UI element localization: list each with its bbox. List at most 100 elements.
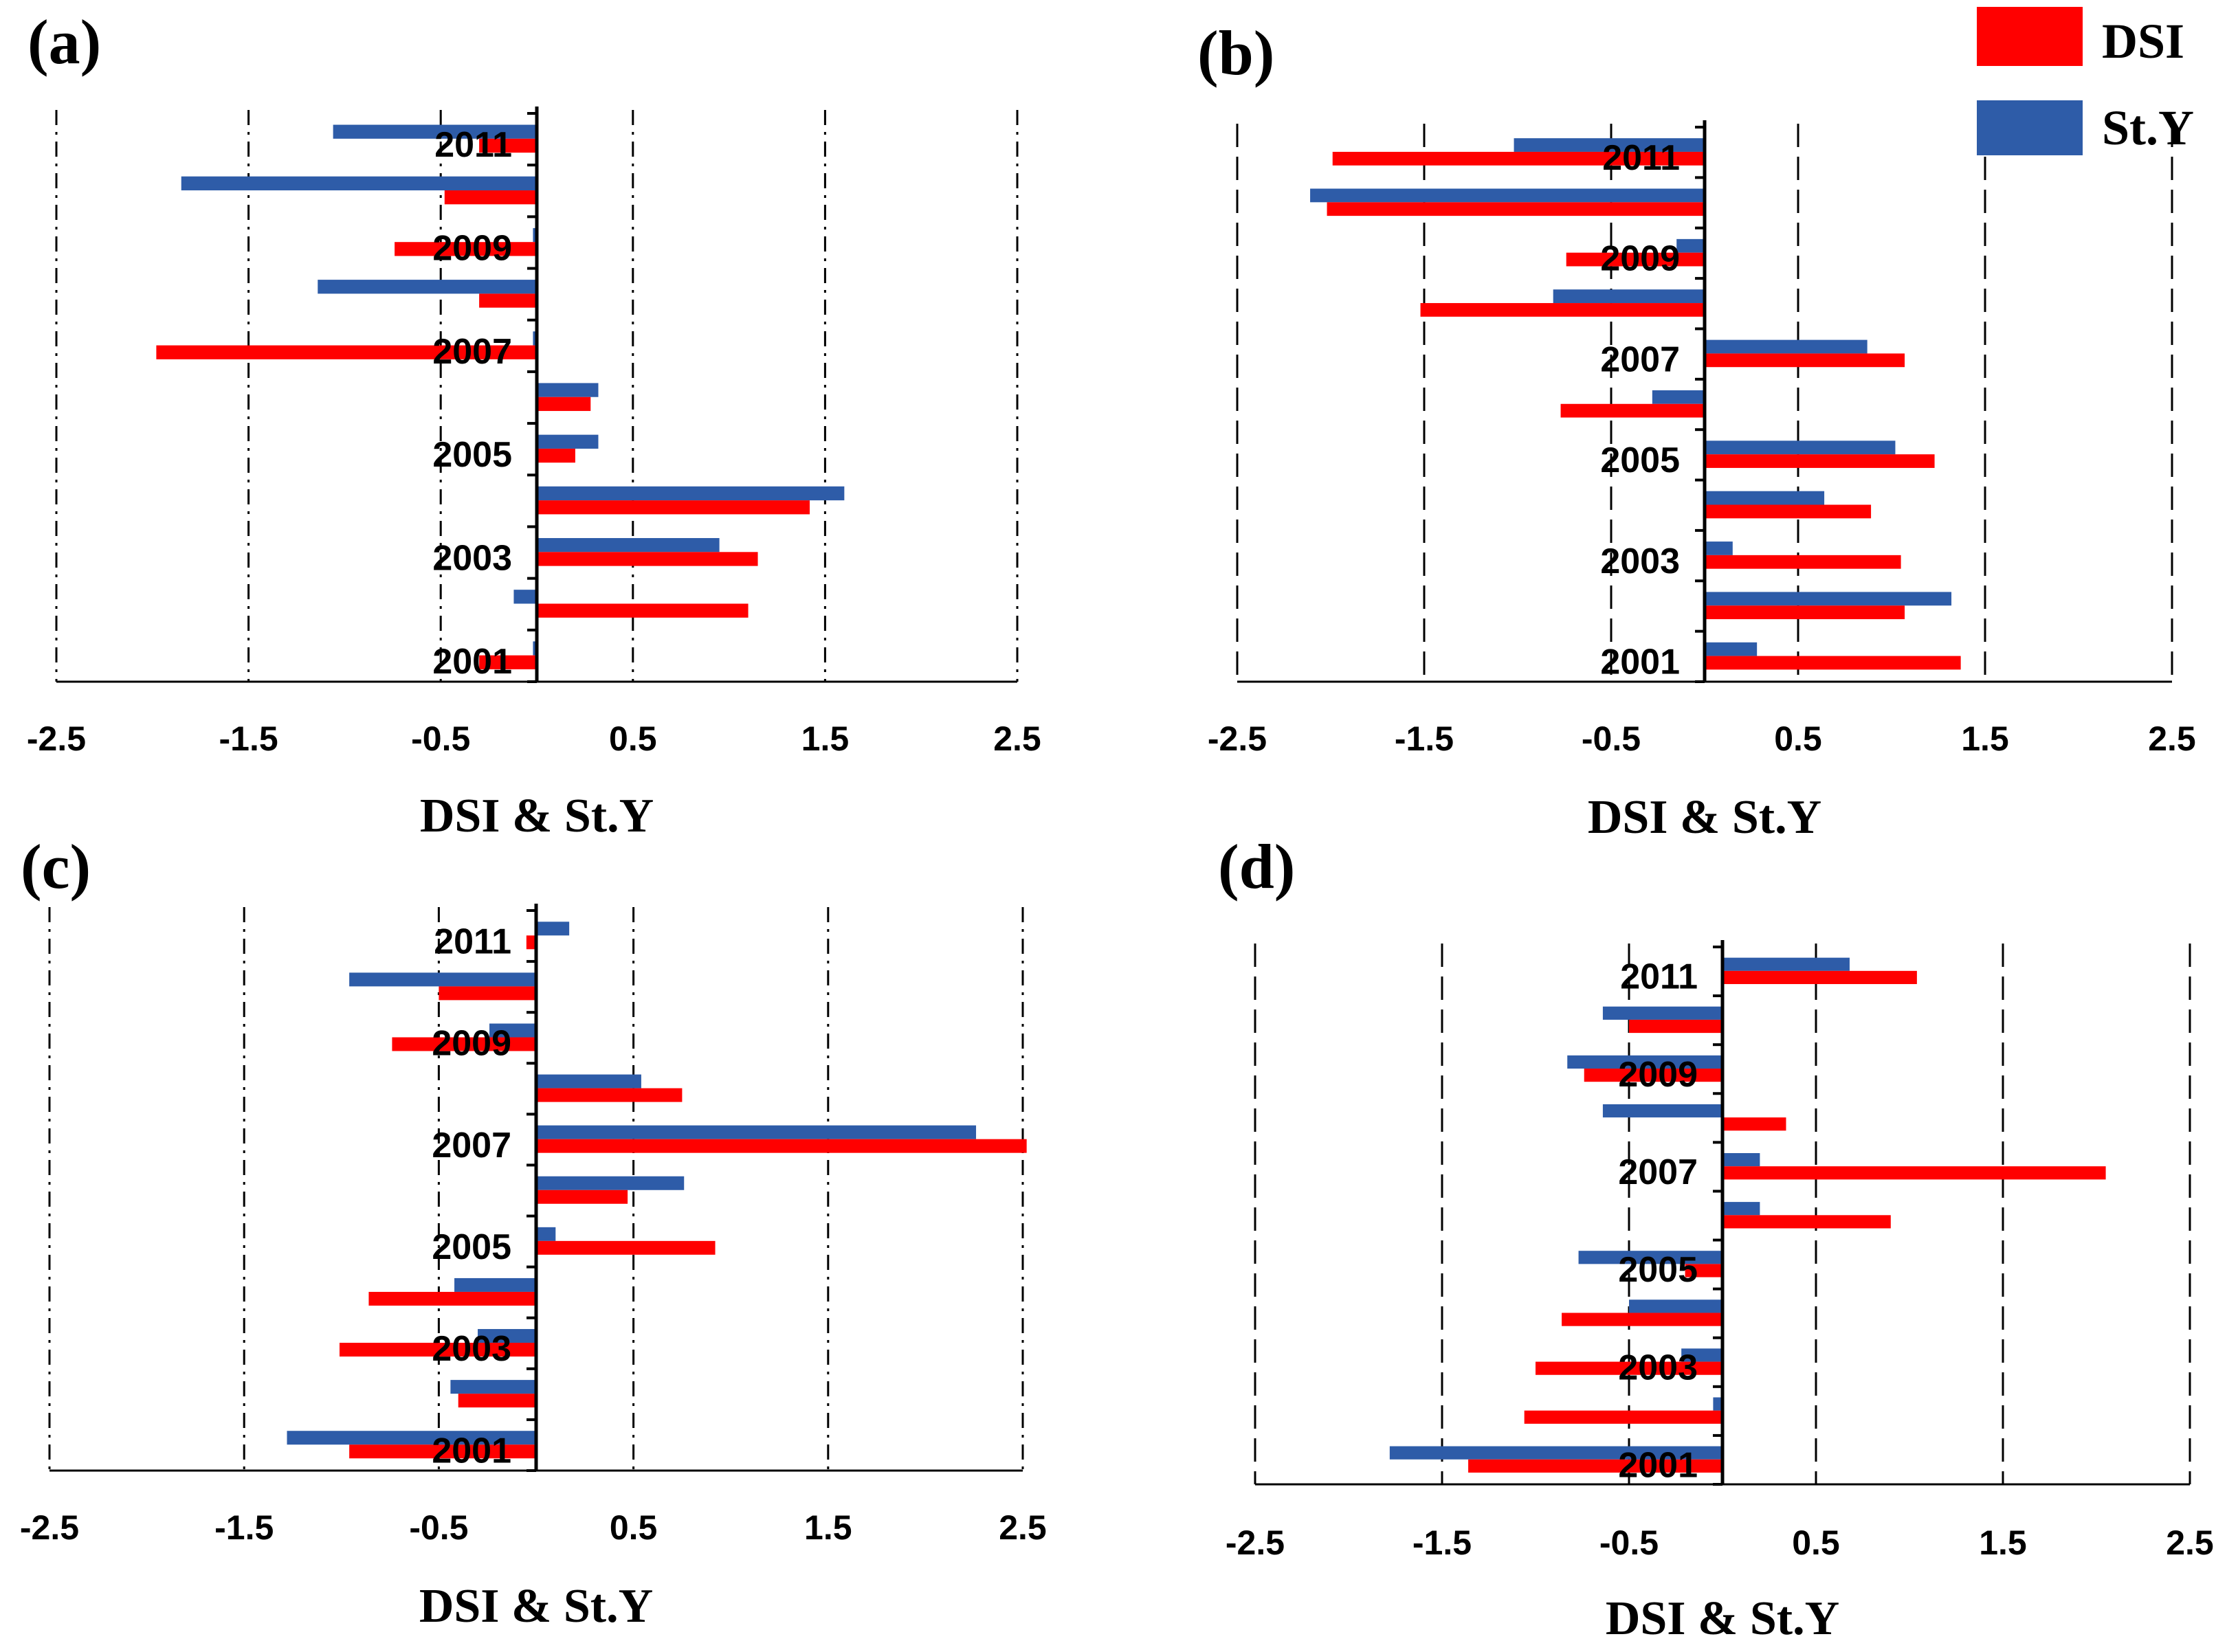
bar-dsi-2001: [349, 1444, 536, 1459]
panel-label: (a): [27, 7, 101, 77]
year-label: 2003: [1618, 1348, 1698, 1387]
bar-sty-2011: [1514, 138, 1705, 152]
bar-sty-2009: [533, 227, 537, 243]
bar-dsi-2002: [1705, 605, 1905, 620]
x-tick-label: -0.5: [1582, 719, 1641, 758]
bar-sty-2011: [333, 124, 537, 139]
x-tick-label: 2.5: [999, 1508, 1047, 1547]
bar-sty-2010: [349, 972, 536, 987]
year-label: 2001: [432, 642, 512, 682]
bar-sty-2006: [537, 383, 599, 397]
bar-sty-2009: [1567, 1055, 1722, 1069]
bar-dsi-2011: [526, 935, 536, 950]
x-tick-label: 0.5: [609, 719, 657, 758]
bar-sty-2010: [181, 176, 537, 191]
x-tick-label: -1.5: [219, 719, 278, 758]
x-tick-label: 2.5: [2148, 719, 2196, 758]
legend-label-dsi: DSI: [2102, 14, 2184, 69]
bar-sty-2006: [1722, 1202, 1760, 1216]
panel-a: (a) -2.5 -1.5 -0.5 0.5 1.5 2.5 2001 2003 2005 2007…: [27, 7, 1041, 842]
bar-sty-2002: [450, 1380, 536, 1394]
bar-dsi-2009: [392, 1037, 536, 1051]
year-label: 2001: [1618, 1446, 1698, 1486]
x-axis-title: DSI & St.Y: [420, 790, 654, 842]
year-label: 2005: [432, 1227, 511, 1267]
bar-dsi-2007: [536, 1139, 1027, 1153]
bar-sty-2005: [1578, 1251, 1722, 1264]
bar-dsi-2004: [1705, 504, 1872, 519]
year-label: 2009: [1600, 239, 1680, 279]
bar-sty-2008: [536, 1074, 641, 1089]
panel-label: (c): [21, 831, 91, 902]
legend-swatch-sty: [1977, 100, 2083, 155]
bar-sty-2001: [287, 1431, 536, 1445]
bar-dsi-2003: [339, 1343, 536, 1357]
year-label: 2005: [1618, 1250, 1698, 1290]
bar-sty-2006: [1652, 390, 1705, 404]
bar-dsi-2011: [1722, 970, 1917, 985]
bar-sty-2005: [536, 1227, 556, 1241]
x-tick-label: -1.5: [214, 1508, 274, 1547]
bar-sty-2002: [1705, 592, 1952, 606]
year-label: 2007: [432, 1126, 511, 1165]
panel-label: (b): [1197, 18, 1274, 88]
bar-sty-2008: [1553, 289, 1705, 304]
bar-sty-2002: [513, 590, 537, 604]
bar-dsi-2004: [1562, 1313, 1722, 1326]
bar-dsi-2001: [1705, 656, 1961, 670]
bar-dsi-2003: [1705, 555, 1901, 569]
bar-sty-2007: [533, 331, 537, 346]
bar-sty-2001: [533, 641, 537, 656]
bar-sty-2001: [1389, 1446, 1722, 1460]
bar-dsi-2010: [444, 190, 537, 205]
bar-dsi-2005: [1705, 454, 1935, 468]
x-tick-label: 2.5: [2166, 1523, 2214, 1562]
bar-dsi-2008: [536, 1088, 683, 1102]
year-label: 2011: [434, 125, 512, 165]
bar-dsi-2002: [458, 1394, 536, 1408]
bar-sty-2009: [489, 1023, 536, 1038]
bar-dsi-2009: [395, 242, 537, 256]
year-label: 2005: [432, 435, 512, 475]
x-tick-label: -2.5: [1208, 719, 1267, 758]
bar-dsi-2007: [1722, 1166, 2106, 1180]
x-tick-label: -2.5: [1226, 1523, 1285, 1562]
bar-dsi-2004: [537, 500, 810, 515]
bar-sty-2001: [1705, 642, 1758, 656]
panels: (a) -2.5 -1.5 -0.5 0.5 1.5 2.5 2001 2003 2005 2007…: [20, 7, 2214, 1645]
panel-c: (c) -2.5 -1.5 -0.5 0.5 1.5 2.5 2001 2003 2005 2007…: [20, 831, 1047, 1633]
x-tick-label: -0.5: [1599, 1523, 1659, 1562]
bar-sty-2002: [1713, 1397, 1722, 1411]
year-label: 2007: [1600, 339, 1680, 379]
year-label: 2009: [432, 1024, 511, 1064]
year-label: 2009: [1618, 1055, 1698, 1095]
bar-dsi-2002: [537, 603, 749, 618]
year-label: 2003: [432, 1329, 511, 1369]
year-label: 2011: [1620, 957, 1698, 997]
bar-dsi-2007: [156, 345, 538, 359]
x-tick-label: 1.5: [801, 719, 850, 758]
bar-dsi-2010: [439, 986, 536, 1001]
year-label: 2001: [1600, 643, 1680, 682]
legend-swatch-dsi: [1977, 7, 2083, 66]
bar-dsi-2011: [479, 138, 537, 153]
bar-sty-2010: [1310, 188, 1705, 203]
bar-sty-2007: [1722, 1153, 1760, 1167]
bar-dsi-2005: [1685, 1264, 1722, 1277]
legend: DSI St.Y: [1977, 7, 2194, 155]
x-tick-label: -1.5: [1412, 1523, 1472, 1562]
bar-sty-2005: [537, 434, 599, 449]
bar-dsi-2008: [479, 293, 537, 308]
x-axis-title: DSI & St.Y: [1588, 791, 1821, 844]
bar-dsi-2005: [536, 1240, 716, 1255]
x-tick-label: 1.5: [1979, 1523, 2027, 1562]
year-label: 2007: [1618, 1152, 1698, 1192]
bar-sty-2008: [318, 280, 537, 294]
x-tick-label: 0.5: [610, 1508, 658, 1547]
bar-sty-2010: [1602, 1006, 1722, 1020]
x-axis-title: DSI & St.Y: [1606, 1592, 1839, 1645]
bar-sty-2003: [478, 1329, 536, 1343]
x-tick-label: 1.5: [804, 1508, 852, 1547]
x-tick-label: -0.5: [411, 719, 470, 758]
